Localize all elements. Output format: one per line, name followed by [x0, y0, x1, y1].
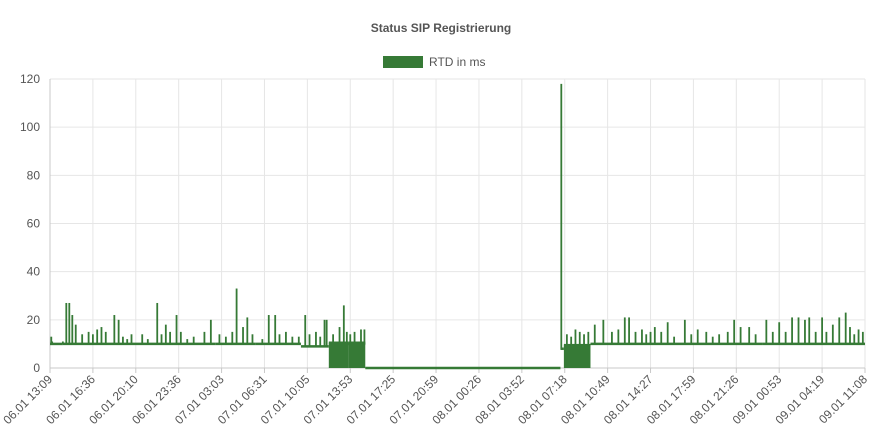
y-tick-label: 20	[27, 313, 41, 327]
legend[interactable]: RTD in ms	[383, 55, 485, 69]
series-band	[563, 343, 591, 368]
y-tick-label: 120	[20, 72, 40, 86]
legend-label: RTD in ms	[429, 55, 486, 69]
y-tick-label: 40	[27, 265, 41, 279]
y-tick-label: 100	[20, 120, 40, 134]
legend-swatch	[383, 56, 423, 68]
y-tick-label: 60	[27, 217, 41, 231]
series-rtd	[50, 83, 865, 370]
grid-lines	[50, 78, 866, 368]
y-tick-label: 80	[27, 168, 41, 182]
series-band	[328, 341, 349, 368]
series-band	[348, 341, 366, 368]
chart-title: Status SIP Registrierung	[370, 21, 512, 35]
axes	[49, 79, 866, 373]
y-tick-label: 0	[33, 361, 40, 375]
